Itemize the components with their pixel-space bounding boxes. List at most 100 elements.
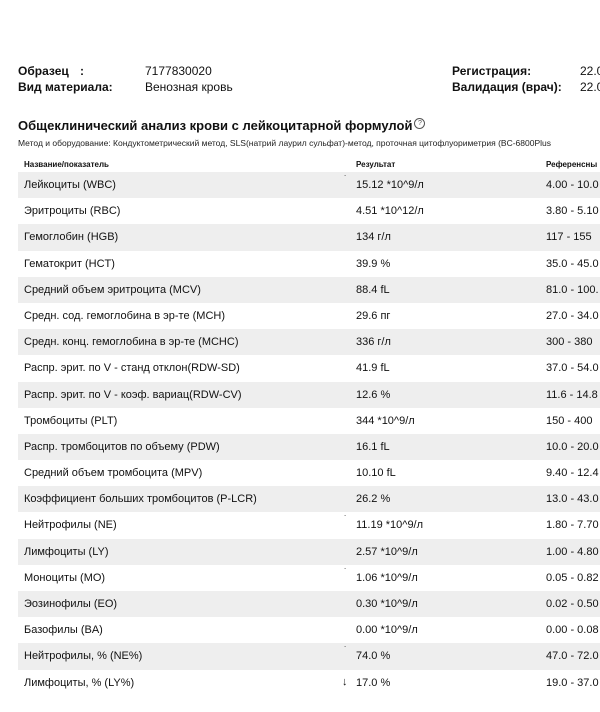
row-reference: 1.80 - 7.70 [546,519,599,532]
table-row: Нейтрофилы (NE) ˙ 11.19 *10^9/л 1.80 - 7.70 [18,512,600,538]
validation-value: 22.0 [580,80,600,94]
row-reference: 35.0 - 45.0 [546,257,599,270]
registration-label: Регистрация: [452,64,532,78]
row-reference: 300 - 380 [546,336,593,349]
row-name: Гемоглобин (HGB) [24,231,119,244]
row-result: 29.6 пг [356,309,391,322]
row-result: 0.00 *10^9/л [356,624,418,637]
row-result: 1.06 *10^9/л [356,571,418,584]
row-name: Распр. эрит. по V - станд отклон(RDW-SD) [24,362,240,375]
row-reference: 0.00 - 0.08 [546,624,599,637]
validation-label: Валидация (врач): [452,80,562,94]
row-reference: 19.0 - 37.0 [546,676,599,689]
row-reference: 11.6 - 14.8 [546,388,598,401]
row-name: Лейкоциты (WBC) [24,179,116,191]
row-reference: 0.02 - 0.50 [546,598,599,610]
row-result: 134 г/л [356,231,391,244]
high-flag-icon: ˙ [344,174,347,184]
row-reference: 27.0 - 34.0 [546,309,599,322]
row-result: 26.2 % [356,493,391,506]
table-row: Лейкоциты (WBC) ˙ 15.12 *10^9/л 4.00 - 10.0 [18,172,600,199]
row-reference: 117 - 155 [546,231,592,244]
section-title-text: Общеклинический анализ крови с лейкоцита… [18,118,413,133]
row-result: 344 *10^9/л [356,414,415,427]
row-reference: 47.0 - 72.0 [546,650,599,663]
high-flag-icon: ˙ [344,566,347,577]
row-name: Базофилы (BA) [24,624,103,637]
row-result: 2.57 *10^9/л [356,545,418,558]
row-result: 4.51 *10^12/л [356,205,424,218]
row-name: Средний объем эритроцита (MCV) [24,283,201,296]
table-row: Моноциты (MO) ˙ 1.06 *10^9/л 0.05 - 0.82 [18,565,600,591]
row-name: Средн. конц. гемоглобина в эр-те (MCHC) [24,336,239,349]
high-flag-icon: ˙ [344,514,347,525]
row-name: Нейтрофилы, % (NE%) [24,650,143,663]
row-name: Нейтрофилы (NE) [24,519,117,532]
row-result: 41.9 fL [356,362,390,375]
table-row: Лимфоциты, % (LY%) ↓ 17.0 % 19.0 - 37.0 [18,670,600,696]
row-name: Эозинофилы (EO) [24,598,118,610]
row-name: Эритроциты (RBC) [24,205,121,218]
row-reference: 3.80 - 5.10 [546,205,599,218]
column-header-name: Название/показатель [24,160,109,169]
results-table: Лейкоциты (WBC) ˙ 15.12 *10^9/л 4.00 - 10.0… [18,172,600,696]
row-reference: 4.00 - 10.0 [546,179,599,191]
method-text: Метод и оборудование: Кондуктометрически… [18,138,551,148]
row-name: Коэффициент больших тромбоцитов (P-LCR) [24,493,257,506]
table-row: Средн. конц. гемоглобина в эр-те (MCHC) 3… [18,329,600,356]
column-header-result: Результат [356,160,396,169]
material-label: Вид материала: [18,80,113,94]
row-reference: 13.0 - 43.0 [546,493,599,506]
table-row: Коэффициент больших тромбоцитов (P-LCR) 2… [18,486,600,513]
sample-colon: : [80,64,84,78]
material-value: Венозная кровь [145,80,233,94]
table-row: Средний объем эритроцита (MCV) 88.4 fL 81.… [18,276,600,303]
table-row: Базофилы (BA) 0.00 *10^9/л 0.00 - 0.08 [18,617,600,643]
table-row: Нейтрофилы, % (NE%) ˙ 74.0 % 47.0 - 72.0 [18,643,600,670]
row-name: Гематокрит (HCT) [24,257,115,270]
row-reference: 1.00 - 4.80 [546,545,599,558]
table-row: Средн. сод. гемоглобина в эр-те (MCH) 29.… [18,303,600,329]
row-result: 17.0 % [356,676,391,689]
table-row: Распр. тромбоцитов по объему (PDW) 16.1 f… [18,433,600,461]
row-result: 39.9 % [356,257,391,270]
row-result: 10.10 fL [356,467,396,480]
table-row: Гемоглобин (HGB) 134 г/л 117 - 155 [18,224,600,251]
row-result: 12.6 % [356,388,391,401]
row-name: Лимфоциты (LY) [24,545,109,558]
sample-label: Образец [18,64,69,78]
row-result: 88.4 fL [356,283,390,296]
high-flag-icon: ˙ [344,645,347,656]
row-reference: 0.05 - 0.82 [546,571,599,584]
row-result: 16.1 fL [356,440,390,453]
registration-value: 22.0 [580,64,600,78]
row-name: Тромбоциты (PLT) [24,414,118,427]
row-result: 15.12 *10^9/л [356,179,424,191]
row-reference: 37.0 - 54.0 [546,362,599,375]
low-flag-icon: ↓ [342,675,348,688]
row-name: Лимфоциты, % (LY%) [24,676,135,689]
row-reference: 10.0 - 20.0 [546,440,599,453]
row-name: Средний объем тромбоцита (MPV) [24,467,203,480]
info-icon[interactable]: ? [414,118,426,129]
table-row: Тромбоциты (PLT) 344 *10^9/л 150 - 400 [18,408,600,434]
row-reference: 150 - 400 [546,414,593,427]
table-row: Распр. эрит. по V - коэф. вариац(RDW-CV)… [18,381,600,408]
row-reference: 9.40 - 12.4 [546,467,599,480]
table-row: Эозинофилы (EO) 0.30 *10^9/л 0.02 - 0.50 [18,591,600,618]
table-row: Эритроциты (RBC) 4.51 *10^12/л 3.80 - 5.10 [18,198,600,224]
row-result: 11.19 *10^9/л [356,519,424,532]
column-header-reference: Референсны [546,160,598,169]
table-row: Гематокрит (HCT) 39.9 % 35.0 - 45.0 [18,251,600,277]
row-result: 0.30 *10^9/л [356,598,418,610]
table-row: Распр. эрит. по V - станд отклон(RDW-SD)… [18,355,600,381]
table-row: Лимфоциты (LY) 2.57 *10^9/л 1.00 - 4.80 [18,538,600,565]
row-name: Распр. эрит. по V - коэф. вариац(RDW-CV) [24,388,242,401]
sample-value: 7177830020 [145,64,212,78]
row-reference: 81.0 - 100. [546,283,599,296]
row-name: Средн. сод. гемоглобина в эр-те (MCH) [24,309,226,322]
row-result: 74.0 % [356,650,391,663]
row-name: Распр. тромбоцитов по объему (PDW) [24,440,220,453]
row-result: 336 г/л [356,336,391,349]
row-name: Моноциты (MO) [24,571,106,584]
